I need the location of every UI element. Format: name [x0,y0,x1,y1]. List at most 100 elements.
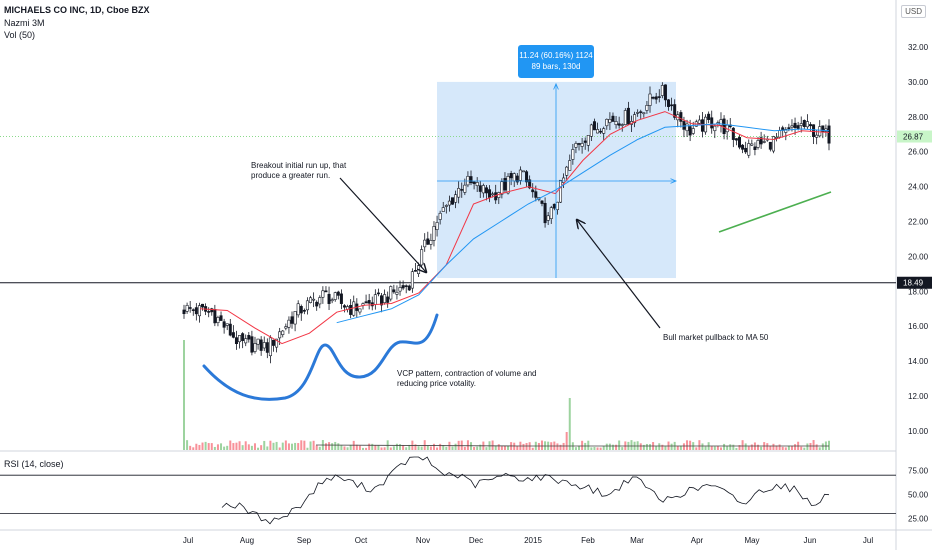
volume-bar [507,445,510,450]
candle-down [228,323,232,336]
candle-down [670,104,674,107]
volume-bar [719,447,722,450]
candle-down [247,335,251,340]
volume-bar [460,440,463,450]
candle-down [222,321,226,328]
time-tick-label: Apr [691,536,704,545]
candle-up [275,338,279,348]
candle-up [278,331,282,339]
price-tick-label: 26.00 [908,148,929,157]
candle-down [460,189,464,191]
volume-indicator-label[interactable]: Vol (50) [4,30,36,40]
volume-bar [439,443,442,450]
volume-bar [757,444,760,450]
volume-bar [781,446,784,450]
candle-down [741,144,745,150]
candle-up [762,141,766,143]
volume-bar [676,445,679,450]
candle-down [478,185,482,192]
candle-up [389,286,393,300]
candle-down [219,315,223,321]
candle-up [284,326,288,329]
volume-bar [473,446,476,450]
currency-button[interactable]: USD [901,5,926,18]
volume-bar [593,446,596,450]
candle-down [210,308,214,313]
candle-up [818,126,822,137]
volume-bar [213,446,216,450]
candle-up [244,338,248,344]
measure-change: 11.24 (60.16%) 1124 [519,51,593,60]
candle-down [299,306,303,314]
candle-down [673,104,677,118]
candle-up [238,335,242,343]
rsi-indicator-label[interactable]: RSI (14, close) [4,459,64,469]
candle-down [250,336,254,353]
level-price-value: 18.49 [903,279,924,288]
last-price-value: 26.87 [903,133,924,142]
volume-bar [769,445,772,450]
volume-bar [272,442,275,450]
candle-up [417,265,421,275]
candle-up [596,129,600,134]
candle-down [617,123,621,126]
volume-bar [374,445,377,450]
volume-bar [605,443,608,450]
volume-bar [522,443,525,450]
candle-up [475,182,479,187]
candle-up [216,317,220,323]
candle-up [562,177,566,183]
candle-down [349,304,353,315]
volume-bar [260,445,263,450]
volume-bar [599,447,602,450]
volume-bar [803,447,806,450]
volume-bar [485,447,488,450]
candle-up [466,175,470,186]
time-tick-label: Aug [240,536,254,545]
price-tick-label: 28.00 [908,113,929,122]
volume-bar [361,447,364,450]
candle-down [194,307,198,315]
volume-bar [723,443,726,450]
candle-up [697,119,701,124]
candle-up [512,173,516,182]
candle-down [241,333,245,341]
candle-down [552,203,556,209]
candle-up [395,291,399,295]
volume-bar [454,443,457,450]
candle-up [321,290,325,298]
candle-up [614,121,618,125]
candle-down [599,130,603,133]
time-tick-label: Oct [355,536,368,545]
volume-bar [559,444,562,450]
candle-up [420,249,424,266]
volume-bar [389,447,392,450]
candle-down [611,115,615,122]
candle-up [549,207,553,219]
volume-bar [445,446,448,450]
candle-down [540,200,544,204]
candle-down [234,337,238,345]
volume-bar [250,445,253,450]
candle-down [259,339,263,351]
level-price-tag [897,276,932,289]
candle-down [450,197,454,205]
volume-bar [639,443,642,450]
candle-up [506,175,510,194]
volume-bar [183,340,185,450]
volume-bar [368,443,371,450]
volume-bar [747,446,750,450]
volume-bar [343,446,346,450]
volume-bar [503,445,506,450]
candle-up [305,300,309,311]
candle-down [657,96,661,98]
candle-down [339,293,343,304]
volume-bar [565,432,568,450]
candle-down [802,120,806,127]
volume-bar [463,446,466,450]
candle-up [441,207,445,212]
candle-up [454,194,458,203]
author-label: Nazmi 3M [4,18,45,28]
ma-blue-line [336,123,830,324]
